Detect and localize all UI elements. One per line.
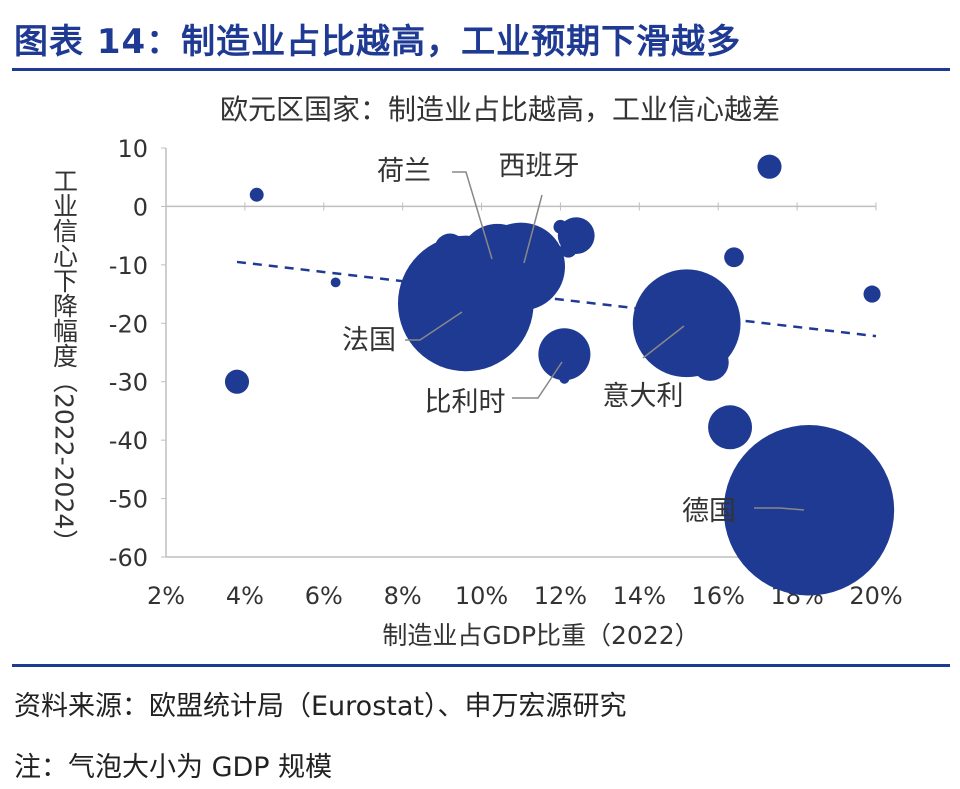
bubble-label: 比利时 xyxy=(425,387,506,418)
bubble xyxy=(863,285,881,303)
title-rule xyxy=(12,68,950,71)
x-tick-label: 4% xyxy=(226,582,264,610)
leader-line xyxy=(642,325,685,359)
leader-line xyxy=(512,361,563,399)
bubble-label: 德国 xyxy=(682,496,736,527)
bubble-label: 意大利 xyxy=(603,381,684,412)
y-tick-label: -30 xyxy=(109,369,148,397)
bubble-比利时 xyxy=(538,328,591,381)
note-text: 注：气泡大小为 GDP 规模 xyxy=(14,752,333,783)
y-axis-title: 工业信心下降幅度（2022-2024） xyxy=(50,168,79,554)
x-tick-label: 20% xyxy=(849,582,902,610)
bubble-德国 xyxy=(723,425,895,596)
bubble-label: 荷兰 xyxy=(377,156,431,187)
bubble-法国 xyxy=(397,235,534,372)
bubble xyxy=(559,373,570,384)
x-tick-label: 8% xyxy=(384,582,422,610)
y-tick-label: -10 xyxy=(109,252,148,280)
bubble xyxy=(330,277,341,288)
bubble xyxy=(691,344,729,381)
y-tick-label: -40 xyxy=(109,427,148,455)
chart-title: 欧元区国家：制造业占比越高，工业信心越差 xyxy=(219,93,780,126)
y-tick-label: -60 xyxy=(109,544,148,572)
y-tick-label: -50 xyxy=(109,486,148,514)
bubble xyxy=(559,240,577,258)
bubble-label: 法国 xyxy=(342,325,396,356)
y-tick-label: -20 xyxy=(109,310,148,338)
source-text: 资料来源：欧盟统计局（Eurostat）、申万宏源研究 xyxy=(14,691,627,722)
bubble xyxy=(724,247,744,268)
bubble xyxy=(757,154,782,179)
bubble-label: 西班牙 xyxy=(499,151,580,182)
leader-line xyxy=(523,194,543,264)
y-tick-label: 10 xyxy=(117,135,148,163)
leader-line xyxy=(754,507,805,511)
leader-line xyxy=(405,311,463,341)
bubble xyxy=(224,369,250,394)
x-tick-label: 10% xyxy=(455,582,508,610)
y-tick-label: 0 xyxy=(133,193,148,221)
x-tick-label: 16% xyxy=(692,582,745,610)
leader-line xyxy=(452,171,493,260)
bubble xyxy=(708,405,753,450)
x-tick-label: 12% xyxy=(534,582,587,610)
x-axis-title: 制造业占GDP比重（2022） xyxy=(382,621,699,650)
figure-title: 图表 14：制造业占比越高，工业预期下滑越多 xyxy=(14,22,742,62)
x-tick-label: 2% xyxy=(147,582,185,610)
bubble xyxy=(249,187,264,202)
x-tick-label: 6% xyxy=(305,582,343,610)
trendline xyxy=(236,260,877,338)
source-rule xyxy=(12,664,950,667)
x-tick-label: 14% xyxy=(613,582,666,610)
